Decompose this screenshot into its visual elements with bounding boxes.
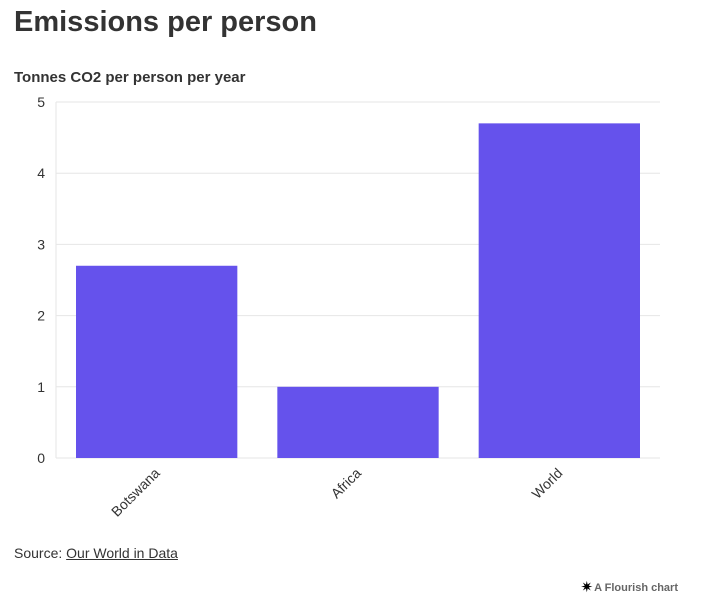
source-link[interactable]: Our World in Data <box>66 545 178 561</box>
y-axis-ticks: 0 1 2 3 4 5 <box>37 94 45 466</box>
x-axis-ticks: Botswana Africa World <box>108 465 565 520</box>
y-tick-label: 1 <box>37 379 45 395</box>
x-tick-label: Africa <box>327 465 364 502</box>
bar-chart: 0 1 2 3 4 5 Botswana Africa World <box>37 94 660 520</box>
y-tick-label: 2 <box>37 308 45 324</box>
source-prefix: Source: <box>14 545 67 561</box>
bar-world[interactable] <box>478 123 640 459</box>
x-tick-label: Botswana <box>108 465 163 520</box>
chart-subtitle: Tonnes CO2 per person per year <box>14 69 246 86</box>
y-tick-label: 0 <box>37 450 45 466</box>
bar-botswana[interactable] <box>76 265 238 458</box>
bar-africa[interactable] <box>277 386 439 458</box>
source-note: Source: Our World in Data <box>14 545 178 561</box>
flourish-credit[interactable]: ✷ A Flourish chart <box>580 580 678 595</box>
y-tick-label: 4 <box>37 165 45 181</box>
flourish-star-icon: ✷ <box>580 579 594 596</box>
x-tick-label: World <box>528 465 565 502</box>
bars <box>76 123 640 459</box>
credit-text: A Flourish chart <box>594 581 678 594</box>
y-tick-label: 3 <box>37 236 45 252</box>
chart-title: Emissions per person <box>14 6 317 38</box>
y-tick-label: 5 <box>37 94 45 110</box>
